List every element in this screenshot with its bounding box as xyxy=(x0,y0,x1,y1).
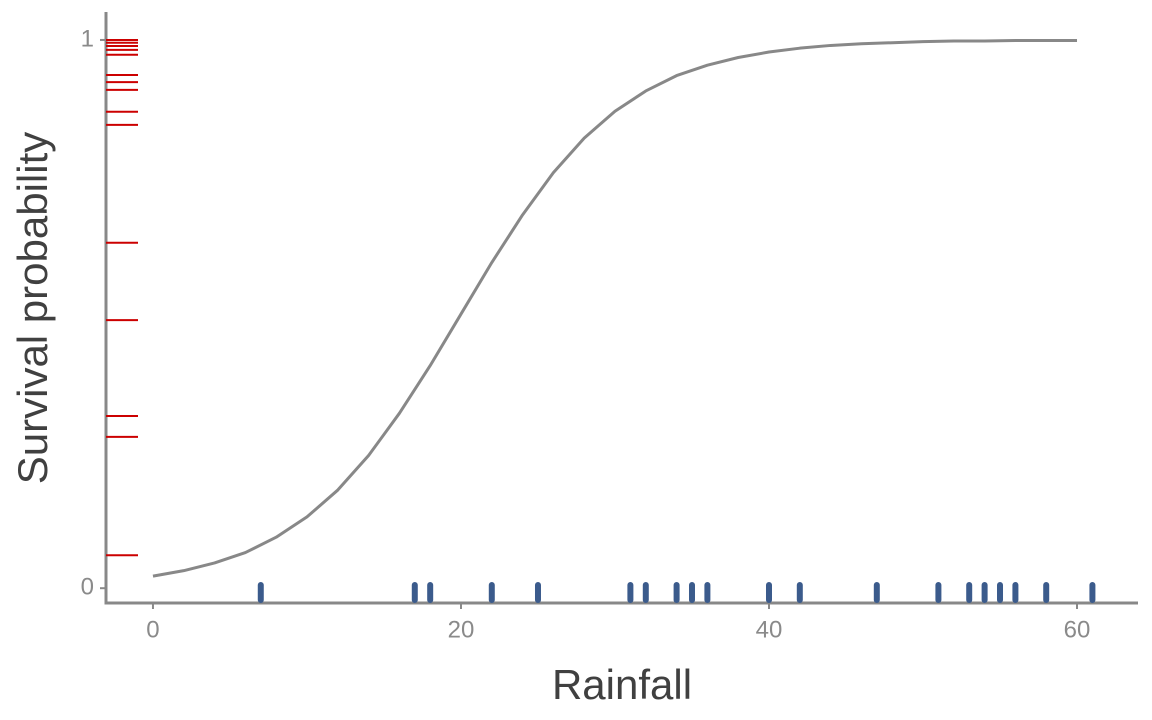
probability-curve xyxy=(152,39,1078,578)
y-tick-label: 0 xyxy=(81,574,94,601)
x-axis-title: Rainfall xyxy=(552,661,692,708)
y-tick-label: 1 xyxy=(81,25,94,52)
x-tick-label: 40 xyxy=(756,616,783,643)
x-tick-label: 0 xyxy=(146,616,159,643)
x-tick-label: 60 xyxy=(1064,616,1091,643)
x-tick-label: 20 xyxy=(448,616,475,643)
y-axis-title: Survival probability xyxy=(9,132,56,485)
